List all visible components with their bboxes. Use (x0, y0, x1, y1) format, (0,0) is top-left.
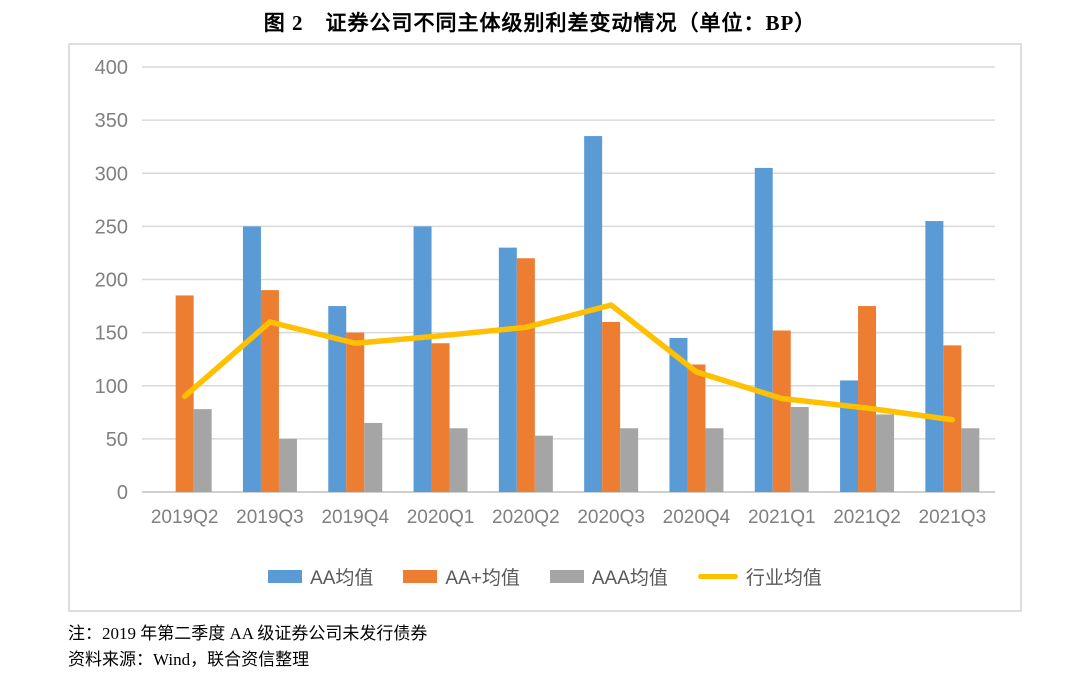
bar-AA均值-2020Q4 (669, 337, 688, 492)
bar-AAA均值-2019Q4 (364, 422, 383, 492)
bar-AA均值-2021Q3 (925, 221, 944, 492)
x-tick-label: 2019Q2 (151, 507, 219, 528)
legend-swatch-AAA均值 (549, 569, 584, 583)
bar-AA均值-2020Q3 (584, 136, 603, 492)
legend-swatch-AA均值 (268, 569, 303, 583)
legend-label: AAA均值 (591, 567, 668, 589)
legend-item-AAA均值: AAA均值 (549, 563, 668, 590)
y-tick-label: 0 (117, 482, 128, 504)
y-tick-label: 150 (95, 323, 128, 345)
bar-AA+均值-2020Q1 (431, 343, 450, 492)
legend: AA均值 AA+均值 AAA均值 行业均值 (70, 563, 1020, 589)
chart-area: 0 50 100 150 200 250 300 350 400 2019Q2 2019Q3 2019… (68, 43, 1022, 612)
y-tick-label: 100 (95, 376, 128, 398)
bar-AA+均值-2021Q2 (858, 306, 877, 492)
bar-AAA均值-2019Q3 (278, 438, 297, 492)
legend-item-AA均值: AA均值 (268, 563, 373, 590)
bar-AA+均值-2020Q4 (687, 364, 706, 492)
chart-title: 图 2 证券公司不同主体级别利差变动情况（单位：BP） (263, 11, 817, 35)
y-tick-label: 200 (95, 270, 128, 292)
y-tick-label: 300 (95, 163, 128, 185)
x-tick-label: 2020Q3 (577, 507, 645, 528)
bar-AAA均值-2020Q1 (449, 428, 468, 492)
x-tick-label: 2020Q2 (492, 507, 560, 528)
legend-swatch-行业均值 (697, 573, 738, 579)
bar-AA+均值-2021Q1 (772, 330, 791, 492)
footnote-note: 注：2019 年第二季度 AA 级证券公司未发行债券 (68, 624, 428, 643)
legend-item-行业均值: 行业均值 (697, 563, 822, 590)
bar-AAA均值-2020Q3 (620, 428, 639, 492)
x-tick-label: 2021Q3 (919, 507, 987, 528)
bar-AAA均值-2021Q1 (790, 407, 809, 492)
bar-AA+均值-2020Q2 (516, 258, 535, 492)
legend-item-AA+均值: AA+均值 (403, 563, 520, 590)
bar-AA均值-2021Q2 (840, 380, 859, 492)
x-tick-label: 2019Q4 (321, 507, 389, 528)
legend-label: AA均值 (310, 567, 374, 589)
bar-AAA均值-2021Q2 (876, 414, 895, 492)
bar-AAA均值-2020Q4 (705, 428, 724, 492)
x-tick-label: 2020Q1 (407, 507, 475, 528)
footnote-source: 资料来源：Wind，联合资信整理 (68, 650, 310, 669)
bar-AAA均值-2019Q2 (193, 409, 212, 492)
legend-label: 行业均值 (745, 567, 822, 589)
bar-AAA均值-2020Q2 (534, 435, 553, 492)
bar-AA均值-2021Q1 (754, 167, 773, 492)
legend-label: AA+均值 (445, 567, 520, 589)
y-tick-label: 350 (95, 110, 128, 132)
line-行业均值 (181, 302, 956, 423)
bar-AA均值-2020Q2 (498, 247, 517, 492)
bar-AAA均值-2021Q3 (961, 428, 980, 492)
x-tick-label: 2021Q1 (748, 507, 816, 528)
legend-swatch-AA+均值 (403, 569, 438, 583)
y-tick-label: 400 (95, 57, 128, 79)
y-tick-label: 50 (106, 429, 128, 451)
bar-AA+均值-2019Q3 (260, 290, 279, 492)
x-tick-label: 2021Q2 (833, 507, 901, 528)
x-tick-label: 2020Q4 (663, 507, 731, 528)
bar-AA+均值-2020Q3 (602, 322, 621, 492)
footnotes: 注：2019 年第二季度 AA 级证券公司未发行债券 资料来源：Wind，联合资… (68, 621, 427, 673)
bar-AA均值-2019Q4 (328, 306, 347, 492)
bar-AA均值-2020Q1 (413, 226, 432, 492)
bar-line-chart: 0 50 100 150 200 250 300 350 400 2019Q2 2019Q3 2019… (95, 57, 995, 528)
bar-AA+均值-2019Q4 (346, 332, 365, 492)
x-tick-label: 2019Q3 (236, 507, 304, 528)
bar-AA均值-2019Q3 (242, 226, 261, 492)
y-tick-label: 250 (95, 216, 128, 238)
